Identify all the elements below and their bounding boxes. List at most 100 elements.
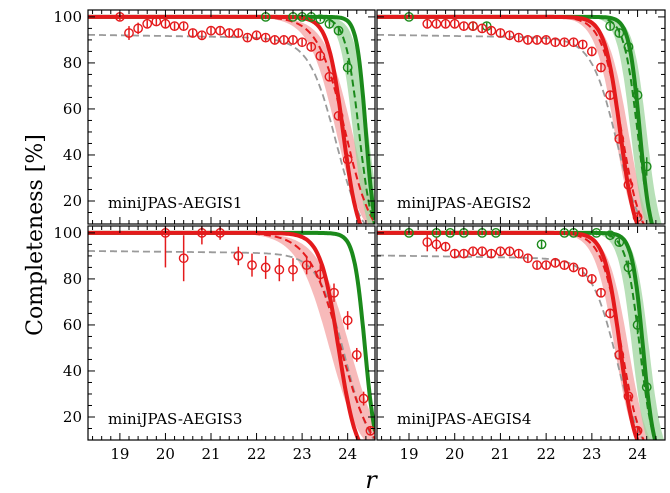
panel-frame [376,9,666,225]
green-data-point [342,62,353,73]
red-data-point [333,110,344,121]
plot-area [377,12,662,224]
panel-frame [87,9,376,225]
red-data-point [297,37,308,48]
red-data-point [532,35,542,45]
x-tick-label: 19 [110,445,129,463]
red-data-point [431,18,442,29]
green-data-point [623,41,634,52]
red-data-point [329,287,339,298]
green-data-point [632,90,643,101]
green-data-point [536,239,547,250]
red-data-point [559,37,570,48]
y-tick-label: 60 [63,100,82,118]
red-data-point [251,30,262,41]
panel-label: miniJPAS-AEGIS1 [108,194,242,212]
panel-label: miniJPAS-AEGIS2 [397,194,531,212]
y-tick-label: 20 [63,192,82,210]
red-data-point [315,269,326,280]
red-data-point [160,18,171,29]
red-dashed-curve [88,15,375,224]
red-data-point [477,23,488,34]
y-tick-label: 40 [63,146,82,164]
y-tick-label: 100 [53,224,82,242]
red-data-point [422,237,433,248]
plot-area [88,226,375,440]
red-data-point [468,246,478,257]
red-data-point [342,154,353,165]
panel-miniJPAS-AEGIS3: 20 40 60 80 100 19 20 21 22 23 24 miniJPAS-AEGIS3 [53,224,376,463]
red-data-point [278,35,289,45]
red-data-point [486,248,497,259]
green-data-point [614,237,625,248]
red-data-point [169,21,180,32]
red-data-point [351,349,362,360]
red-data-point [468,21,478,32]
red-data-point [247,260,257,271]
red-data-point [522,35,533,45]
red-fit-curve [88,14,363,224]
red-data-point [568,262,579,273]
green-data-point [333,25,344,36]
red-data-point [477,246,488,257]
x-tick-label: 23 [293,445,312,463]
panel-miniJPAS-AEGIS2: miniJPAS-AEGIS2 [376,9,666,225]
red-data-point [605,308,616,319]
red-data-point [541,35,552,45]
red-data-point [623,391,634,402]
red-data-point [577,267,588,277]
red-data-point [187,28,198,38]
red-data-point [532,260,542,271]
red-data-point [233,251,244,261]
red-data-point [178,253,189,264]
red-data-point [431,239,442,250]
red-data-point [306,41,317,52]
red-data-point [586,274,597,284]
y-tick-label: 40 [63,362,82,380]
green-fit-curve [88,14,375,220]
x-tick-label: 22 [537,445,556,463]
red-data-point [614,133,625,144]
x-tick-label: 24 [338,445,357,463]
red-data-point [522,253,533,264]
red-data-point [513,32,524,43]
red-data-point [315,51,326,61]
red-data-point [458,21,469,32]
red-data-point [358,393,369,404]
red-data-point [440,241,451,252]
red-data-point [504,30,515,41]
red-data-point [274,264,285,275]
green-data-point [623,262,634,273]
red-fit-curve [377,14,640,224]
panel-frame [376,225,666,441]
green-data-point [641,161,652,172]
red-data-point [623,179,634,190]
red-data-point [233,28,244,38]
x-tick-label: 24 [628,445,647,463]
red-data-point [605,90,616,101]
red-data-point [215,25,226,36]
red-data-point [342,315,353,326]
red-data-point [422,18,433,29]
red-data-point [288,264,298,275]
red-data-point [440,18,451,29]
green-data-point [605,230,616,241]
red-data-point [196,30,207,41]
red-data-point [577,39,588,50]
red-data-point [458,248,469,259]
red-data-point [596,62,606,73]
green-data-point [641,382,652,392]
red-data-point [260,32,271,43]
green-data-point [324,18,335,29]
red-data-point [142,18,153,29]
green-data-point [605,21,616,32]
x-axis-title: r [365,466,378,493]
red-data-point [206,25,216,36]
x-tick-label: 20 [156,445,175,463]
gray-dashed-curve [377,33,645,224]
y-tick-label: 80 [63,270,82,288]
red-fit-curve [88,230,361,440]
red-data-point [559,260,570,271]
red-data-point [242,32,253,43]
